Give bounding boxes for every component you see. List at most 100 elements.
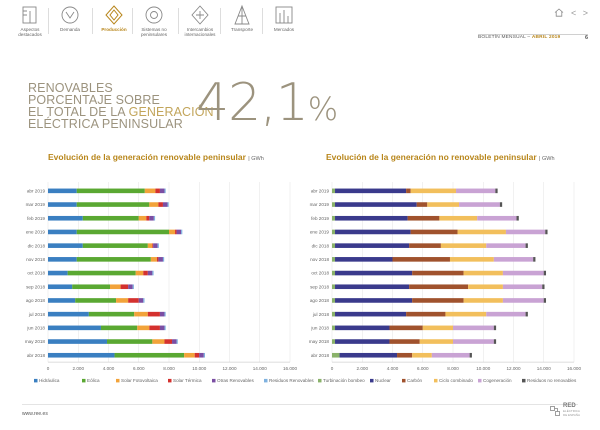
y-tick-label: may 2018 xyxy=(309,339,330,344)
bar-segment-4 xyxy=(159,311,165,317)
headline-line2: PORCENTAJE SOBRE xyxy=(28,93,160,107)
bar-segment-4 xyxy=(505,229,546,235)
bar-segment-0 xyxy=(48,257,77,262)
nav-item-market[interactable]: Mercados xyxy=(264,4,304,32)
bar-segment-4 xyxy=(486,243,526,248)
bar-segment-3 xyxy=(155,188,160,194)
ree-logo-icon xyxy=(550,405,560,416)
y-tick-label: ene 2019 xyxy=(310,230,330,235)
bar-segment-2 xyxy=(397,352,413,358)
bar-segment-4 xyxy=(172,339,177,344)
market-icon xyxy=(271,4,297,26)
nav-item-lamp[interactable]: Demanda xyxy=(50,4,90,32)
nav-item-label: Transporte xyxy=(230,27,254,32)
bar-segment-0 xyxy=(332,202,336,207)
y-tick-label: ago 2018 xyxy=(310,298,330,303)
legend-swatch xyxy=(370,378,374,383)
bar-segment-0 xyxy=(332,298,336,303)
bar-segment-4 xyxy=(159,188,165,194)
bar-segment-2 xyxy=(116,298,129,303)
bar-segment-4 xyxy=(486,311,526,317)
y-tick-label: jul 2018 xyxy=(28,312,46,317)
bar-segment-2 xyxy=(407,215,440,221)
bar-segment-3 xyxy=(128,298,139,303)
legend-label: Ciclo combinado xyxy=(439,378,473,383)
y-tick-label: abr 2018 xyxy=(311,353,330,358)
bar-segment-2 xyxy=(135,270,144,276)
bar-segment-3 xyxy=(410,188,457,194)
x-tick-label: 6.000 xyxy=(133,366,145,371)
legend-label: Otras Renovables xyxy=(217,378,254,383)
bar-segment-0 xyxy=(48,270,68,276)
renewable-percentage: 42,1% xyxy=(196,73,338,133)
bar-segment-5 xyxy=(164,311,166,317)
bar-segment-5 xyxy=(164,325,166,331)
bar-segment-5 xyxy=(181,229,183,235)
legend-swatch xyxy=(522,378,526,383)
bar-segment-5 xyxy=(153,215,156,221)
lamp-icon xyxy=(57,4,83,26)
bar-segment-1 xyxy=(335,298,413,303)
bar-segment-5 xyxy=(157,243,159,248)
headline-line3: EL TOTAL DE LA GENERACIÓN xyxy=(28,105,214,119)
bar-segment-0 xyxy=(48,243,83,248)
bar-segment-1 xyxy=(72,284,111,290)
nav-item-production[interactable]: Producción xyxy=(94,4,134,32)
bar-segment-4 xyxy=(502,298,544,303)
legend-swatch xyxy=(34,378,38,383)
bar-segment-3 xyxy=(175,229,177,235)
bar-segment-2 xyxy=(389,325,423,331)
x-tick-label: 8.000 xyxy=(163,366,175,371)
bar-segment-5 xyxy=(203,352,205,358)
bar-segment-5 xyxy=(493,339,497,344)
x-tick-label: 10.000 xyxy=(476,366,490,371)
nav-separator xyxy=(178,8,179,34)
bar-segment-0 xyxy=(332,243,336,248)
x-tick-label: 14.000 xyxy=(537,366,551,371)
page-arrows[interactable]: < > xyxy=(570,8,590,18)
nav-separator xyxy=(220,8,221,34)
exchange-icon xyxy=(187,4,213,26)
y-tick-label: mar 2019 xyxy=(26,202,46,207)
bar-segment-1 xyxy=(335,257,393,262)
bar-segment-5 xyxy=(516,215,519,221)
nav-item-islands[interactable]: Sistemas no peninsulares xyxy=(134,4,174,38)
bar-segment-1 xyxy=(335,270,413,276)
nav-item-document[interactable]: Aspectos destacados xyxy=(10,4,50,38)
nav-item-label: Producción xyxy=(101,27,127,32)
bar-segment-2 xyxy=(144,188,156,194)
bar-segment-5 xyxy=(525,243,528,248)
legend-swatch xyxy=(264,378,268,383)
footer-url[interactable]: www.ree.es xyxy=(22,411,48,417)
bar-segment-2 xyxy=(409,243,441,248)
bar-segment-2 xyxy=(389,339,420,344)
nav-item-tower[interactable]: Transporte xyxy=(222,4,262,32)
bar-segment-0 xyxy=(48,325,101,331)
bar-segment-3 xyxy=(445,311,487,317)
bar-segment-5 xyxy=(543,298,547,303)
bar-segment-3 xyxy=(440,243,487,248)
bar-segment-3 xyxy=(158,202,163,207)
bar-segment-2 xyxy=(150,257,157,262)
bar-segment-0 xyxy=(48,202,77,207)
bar-segment-3 xyxy=(152,243,154,248)
bar-segment-1 xyxy=(75,298,117,303)
bar-segment-5 xyxy=(542,284,545,290)
bar-segment-1 xyxy=(82,243,148,248)
bar-segment-3 xyxy=(427,202,460,207)
bar-segment-4 xyxy=(162,202,168,207)
bar-segment-5 xyxy=(499,202,503,207)
legend-swatch xyxy=(212,378,216,383)
x-tick-label: 12.000 xyxy=(222,366,236,371)
nav-item-label: Sistemas no peninsulares xyxy=(140,27,168,38)
bar-segment-1 xyxy=(335,339,390,344)
nav-item-exchange[interactable]: Intercambios internacionales xyxy=(180,4,220,38)
bar-segment-4 xyxy=(138,298,144,303)
y-tick-label: sep 2018 xyxy=(26,284,45,289)
bar-segment-1 xyxy=(335,325,390,331)
x-tick-label: 0 xyxy=(47,366,50,371)
home-icon[interactable] xyxy=(554,8,564,17)
headline-line4: ELÉCTRICA PENINSULAR xyxy=(28,117,183,131)
nav-separator xyxy=(92,8,93,34)
bar-segment-0 xyxy=(332,325,336,331)
